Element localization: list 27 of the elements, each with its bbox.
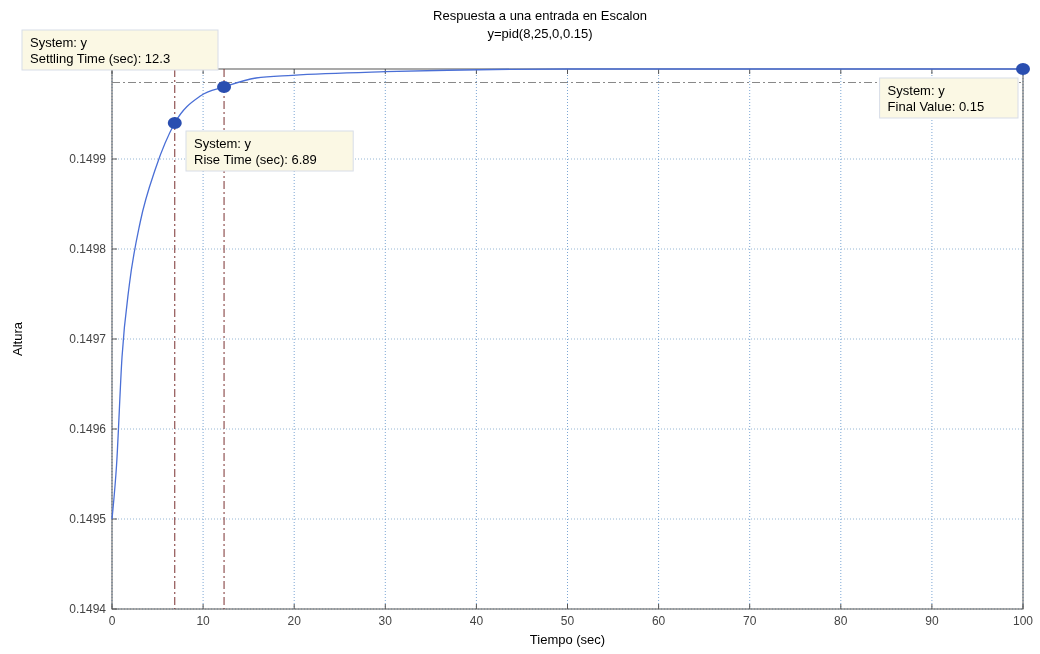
x-tick-label: 10 bbox=[196, 614, 211, 628]
y-tick-label: 0.1496 bbox=[69, 422, 107, 436]
x-axis-title: Tiempo (sec) bbox=[529, 632, 606, 647]
point bbox=[1016, 63, 1030, 75]
y-tick-label: 0.1494 bbox=[69, 602, 107, 616]
y-tick-label: 0.1499 bbox=[69, 152, 107, 166]
x-tick-label: 40 bbox=[469, 614, 484, 628]
point bbox=[217, 81, 232, 93]
x-tick-label: 0 bbox=[108, 614, 116, 628]
text: System: y Settling Time (sec): 12.3 bbox=[30, 35, 171, 66]
x-tick-label: 50 bbox=[560, 614, 575, 628]
point bbox=[167, 117, 182, 129]
x-tick-label: 100 bbox=[1012, 614, 1034, 628]
annotation: System: y Final Value: 0.15 bbox=[887, 83, 985, 114]
y-axis-title: Altura bbox=[10, 321, 25, 356]
x-tick-label: 70 bbox=[743, 614, 757, 628]
x-tick-label: 20 bbox=[287, 614, 302, 628]
y-tick-label: 0.1495 bbox=[69, 512, 107, 526]
chart-subtitle: y=pid(8,25,0,0.15) bbox=[487, 26, 593, 41]
x-tick-label: 80 bbox=[834, 614, 848, 628]
y-tick-label: 0.1497 bbox=[69, 332, 107, 346]
chart-title: Respuesta a una entrada en Escalon bbox=[433, 8, 647, 23]
x-tick-label: 30 bbox=[378, 614, 393, 628]
x-tick-label: 60 bbox=[651, 614, 666, 628]
y-tick-label: 0.1498 bbox=[69, 242, 107, 256]
annotation: System: y Rise Time (sec): 6.89 bbox=[194, 136, 317, 167]
x-tick-label: 90 bbox=[925, 614, 939, 628]
